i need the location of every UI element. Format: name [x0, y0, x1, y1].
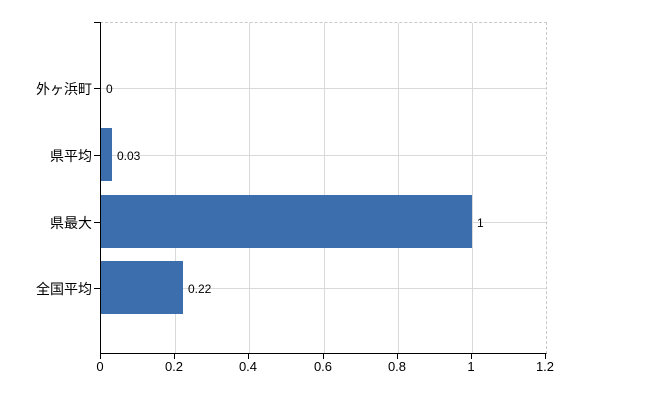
y-axis-tick [94, 288, 101, 289]
x-tick-label: 1.2 [535, 359, 555, 374]
bar [101, 195, 472, 248]
gridline-vertical [175, 23, 176, 353]
bar [101, 128, 112, 181]
gridline-vertical [398, 23, 399, 353]
x-axis-tick [174, 354, 175, 359]
x-axis-tick [471, 354, 472, 359]
value-label: 0.22 [188, 282, 212, 296]
value-label: 1 [477, 216, 484, 230]
category-label: 全国平均 [36, 281, 92, 297]
gridline-vertical [324, 23, 325, 353]
x-axis-tick [100, 354, 101, 359]
x-axis-tick [248, 354, 249, 359]
bar [101, 261, 183, 314]
x-axis-tick [397, 354, 398, 359]
y-axis-tick [94, 88, 101, 89]
y-axis-tick [94, 155, 101, 156]
gridline-vertical [472, 23, 473, 353]
category-label: 県平均 [50, 148, 92, 164]
x-tick-label: 1 [467, 359, 475, 374]
gridline-horizontal [101, 155, 546, 156]
value-label: 0.03 [117, 149, 141, 163]
category-label: 県最大 [50, 215, 92, 231]
x-tick-label: 0.6 [313, 359, 333, 374]
y-axis-tick [94, 22, 101, 23]
y-axis-tick [94, 222, 101, 223]
plot-area: 0 0.03 1 0.22 [100, 22, 547, 354]
x-axis-tick [545, 354, 546, 359]
category-label: 外ヶ浜町 [36, 81, 92, 97]
x-axis-tick [323, 354, 324, 359]
x-tick-label: 0.8 [387, 359, 407, 374]
value-label: 0 [106, 82, 113, 96]
gridline-vertical [249, 23, 250, 353]
x-tick-label: 0.4 [238, 359, 258, 374]
x-tick-label: 0.2 [164, 359, 184, 374]
gridline-horizontal [101, 288, 546, 289]
x-tick-label: 0 [96, 359, 104, 374]
gridline-horizontal [101, 88, 546, 89]
